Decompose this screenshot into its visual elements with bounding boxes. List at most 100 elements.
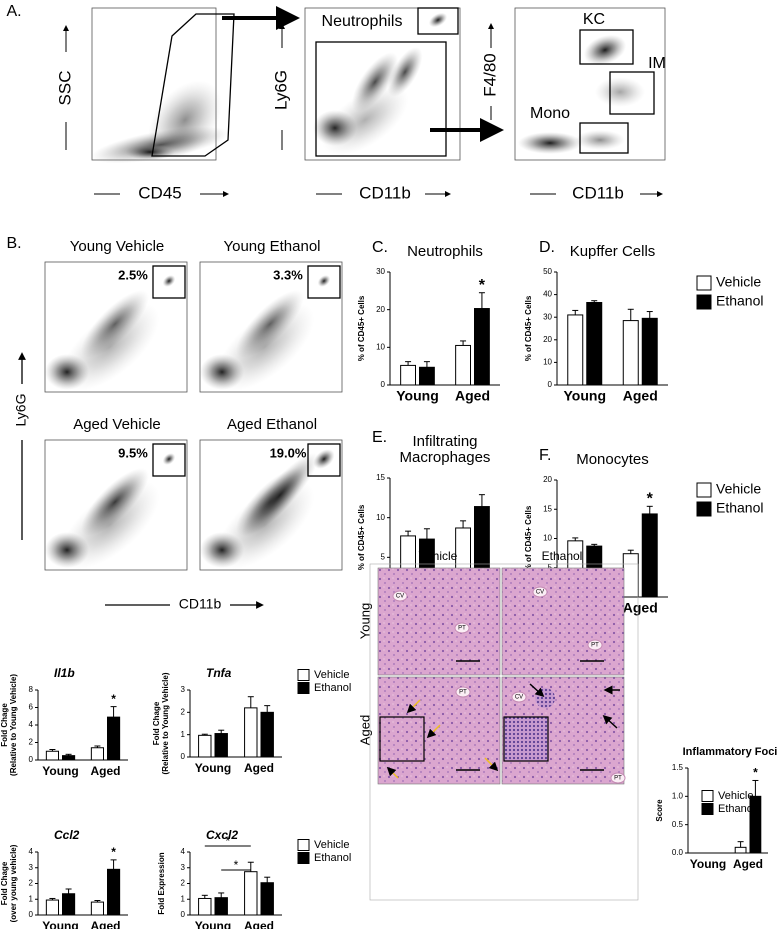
bar <box>62 755 76 761</box>
bar <box>45 750 59 761</box>
gate <box>152 443 186 477</box>
bar <box>107 716 121 761</box>
density <box>387 47 423 97</box>
bar <box>244 871 258 916</box>
legend-swatch <box>297 852 310 864</box>
x-tick-label: Young <box>42 764 78 778</box>
legend-swatch <box>696 482 712 498</box>
bar <box>260 882 274 916</box>
bar <box>260 711 274 758</box>
y-tick-label: 3 <box>181 863 186 872</box>
y-tick-label: 6 <box>29 703 34 712</box>
vessel-label: PT <box>614 776 622 782</box>
histology-image <box>501 567 625 676</box>
y-tick-label: 0 <box>181 752 186 761</box>
y-axis-label: Fold Expression <box>157 852 166 914</box>
y-tick-label: 4 <box>181 847 186 856</box>
bar <box>455 344 471 386</box>
label: KC <box>583 11 605 28</box>
y-tick-label: 10 <box>376 513 385 522</box>
y-tick-label: 0 <box>548 380 553 389</box>
label: B. <box>6 235 21 252</box>
legend-swatch <box>696 275 712 291</box>
axis-label: Ly6G <box>13 394 29 427</box>
y-tick-label: 50 <box>543 267 552 276</box>
label: 19.0% <box>270 445 307 460</box>
plot-frame <box>199 439 343 571</box>
plot-frame <box>304 7 461 161</box>
bar <box>641 513 658 598</box>
y-tick-label: 0 <box>181 910 186 919</box>
axis-label: Ly6G <box>271 70 290 110</box>
y-axis-label: Fold Chage <box>152 701 161 745</box>
bar <box>90 901 104 916</box>
x-tick-label: Young <box>690 857 726 871</box>
bar <box>62 893 76 916</box>
y-axis-label: Fold Chage <box>0 861 9 905</box>
bar <box>622 320 639 386</box>
y-tick-label: 1 <box>29 894 34 903</box>
legend-label: Ethanol <box>716 293 763 309</box>
chart-title: Tnfa <box>206 666 232 680</box>
y-tick-label: 3 <box>181 685 186 694</box>
bar <box>214 897 228 916</box>
chart-title: Inflammatory Foci <box>683 746 778 758</box>
y-tick-label: 20 <box>543 475 552 484</box>
y-tick-label: 0.0 <box>672 848 684 857</box>
legend-swatch <box>297 682 310 694</box>
density <box>148 80 222 160</box>
gate <box>579 122 629 154</box>
y-tick-label: 4 <box>29 720 34 729</box>
y-tick-label: 15 <box>376 473 385 482</box>
vessel-label: CV <box>515 695 523 701</box>
axis-label: Aged <box>357 715 372 745</box>
y-tick-label: 3 <box>29 863 34 872</box>
bar <box>586 302 603 386</box>
density <box>428 12 448 28</box>
y-tick-label: 8 <box>29 685 34 694</box>
label: 2.5% <box>118 267 148 282</box>
y-tick-label: 1.5 <box>672 763 684 772</box>
bar <box>734 846 747 854</box>
legend-swatch <box>297 839 310 851</box>
density <box>241 453 319 537</box>
density <box>518 132 582 154</box>
label: Aged Vehicle <box>73 416 161 433</box>
y-axis-label: % of CD45+ Cells <box>357 504 366 570</box>
significance: * <box>234 858 239 872</box>
bar <box>107 868 121 916</box>
bar <box>45 899 59 916</box>
legend-swatch <box>696 294 712 310</box>
histology-image <box>377 567 501 676</box>
label: CD11b <box>572 183 624 202</box>
label: Young Ethanol <box>223 238 320 255</box>
significance: * <box>753 766 758 780</box>
arrow <box>426 724 441 739</box>
density <box>321 84 409 156</box>
chart-title: Monocytes <box>576 451 649 468</box>
panel-label: E. <box>372 429 387 446</box>
vessel-label: PT <box>459 690 467 696</box>
bar <box>474 308 490 386</box>
bar <box>90 747 104 761</box>
y-axis-label: (over young vehicle) <box>9 844 18 922</box>
legend-label: Ethanol <box>718 803 755 815</box>
x-tick-label: Young <box>195 919 231 929</box>
x-tick-label: Young <box>195 761 231 775</box>
bar <box>567 314 584 386</box>
y-tick-label: 2 <box>29 738 34 747</box>
legend-label: Vehicle <box>718 790 753 802</box>
x-tick-label: Aged <box>91 919 121 929</box>
y-tick-label: 20 <box>376 305 385 314</box>
density <box>215 302 315 392</box>
label: 3.3% <box>273 267 303 282</box>
y-tick-label: 10 <box>376 342 385 351</box>
significance: * <box>647 491 654 508</box>
x-tick-label: Aged <box>91 764 121 778</box>
chart-title: Infiltrating <box>412 433 477 450</box>
inset <box>379 716 425 762</box>
density <box>60 302 160 392</box>
y-tick-label: 15 <box>543 504 552 513</box>
label: CD11b <box>179 596 222 612</box>
inset <box>503 716 549 762</box>
